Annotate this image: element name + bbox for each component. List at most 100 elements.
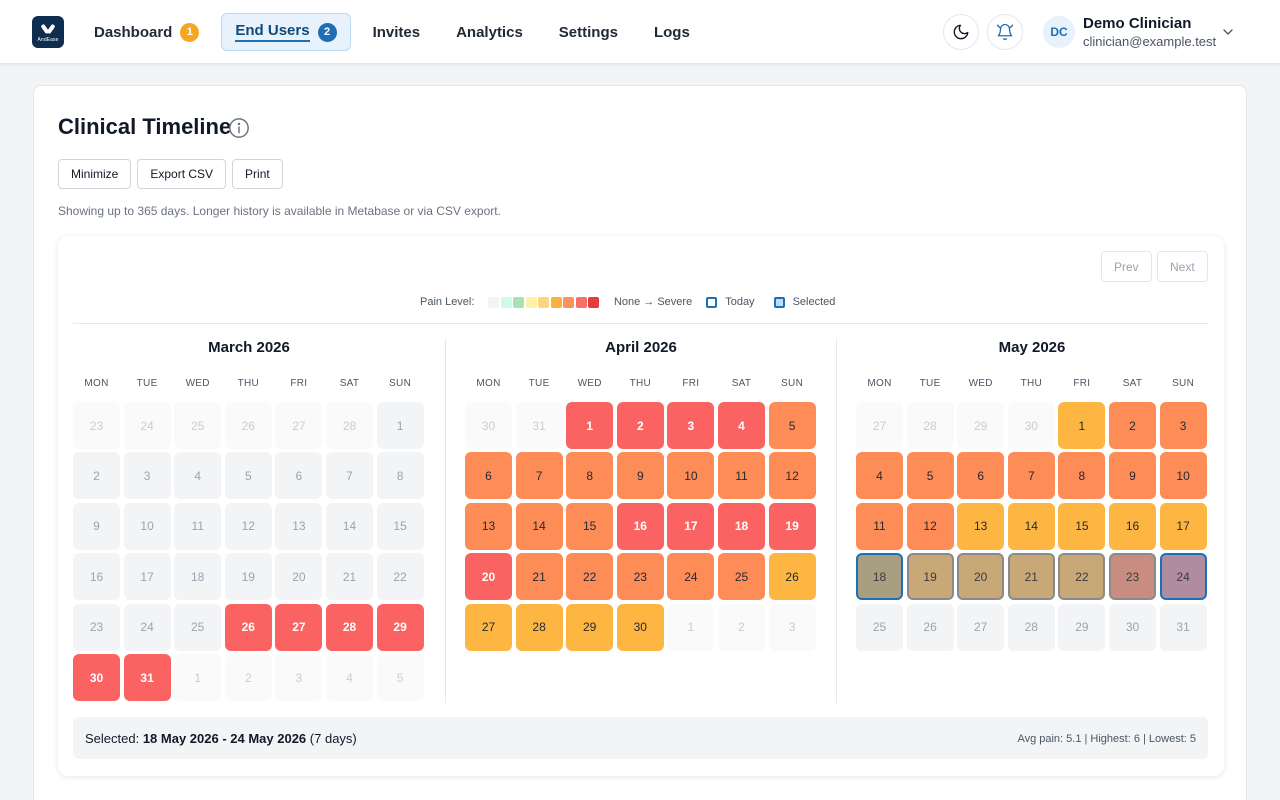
calendar-day[interactable]: 31: [123, 654, 171, 701]
calendar-day[interactable]: 9: [73, 502, 120, 550]
calendar-day[interactable]: 21: [326, 553, 373, 601]
nav-dashboard[interactable]: Dashboard 1: [80, 13, 213, 51]
calendar-day[interactable]: 30: [616, 603, 664, 651]
calendar-day-outside[interactable]: 2: [224, 654, 272, 701]
chevron-down-icon[interactable]: [1220, 24, 1236, 40]
calendar-day[interactable]: 20: [275, 553, 323, 601]
calendar-day-outside[interactable]: 30: [1007, 402, 1055, 449]
calendar-day[interactable]: 17: [123, 553, 171, 601]
nav-invites[interactable]: Invites: [359, 13, 435, 51]
calendar-day[interactable]: 18: [174, 553, 222, 601]
calendar-day[interactable]: 25: [174, 603, 222, 651]
calendar-day[interactable]: 26: [906, 603, 954, 651]
calendar-day[interactable]: 17: [667, 502, 715, 550]
calendar-day[interactable]: 1: [376, 402, 424, 449]
calendar-day[interactable]: 26: [224, 603, 272, 651]
calendar-day[interactable]: 30: [73, 654, 120, 701]
calendar-day[interactable]: 19: [906, 553, 954, 601]
calendar-day[interactable]: 13: [957, 502, 1005, 550]
calendar-day[interactable]: 28: [1007, 603, 1055, 651]
next-button[interactable]: Next: [1157, 251, 1208, 282]
calendar-day[interactable]: 11: [856, 502, 903, 550]
notifications-button[interactable]: [987, 14, 1023, 50]
calendar-day[interactable]: 7: [1007, 452, 1055, 500]
calendar-day[interactable]: 21: [515, 553, 563, 601]
calendar-day[interactable]: 15: [1058, 502, 1106, 550]
nav-settings[interactable]: Settings: [545, 13, 632, 51]
calendar-day[interactable]: 17: [1159, 502, 1207, 550]
calendar-day[interactable]: 15: [376, 502, 424, 550]
calendar-day[interactable]: 14: [515, 502, 563, 550]
calendar-day[interactable]: 6: [275, 452, 323, 500]
calendar-day[interactable]: 31: [1159, 603, 1207, 651]
calendar-day[interactable]: 5: [906, 452, 954, 500]
calendar-day[interactable]: 6: [465, 452, 512, 500]
minimize-button[interactable]: Minimize: [58, 159, 132, 189]
calendar-day[interactable]: 27: [957, 603, 1005, 651]
calendar-day[interactable]: 10: [1159, 452, 1207, 500]
calendar-day[interactable]: 22: [1058, 553, 1106, 601]
app-logo[interactable]: AndEase: [32, 16, 64, 48]
calendar-day[interactable]: 18: [718, 502, 765, 550]
calendar-day[interactable]: 19: [768, 502, 816, 550]
calendar-day[interactable]: 24: [667, 553, 715, 601]
calendar-day[interactable]: 27: [275, 603, 323, 651]
calendar-day[interactable]: 22: [566, 553, 614, 601]
calendar-day[interactable]: 4: [718, 402, 765, 449]
calendar-day[interactable]: 30: [1109, 603, 1156, 651]
calendar-day-outside[interactable]: 1: [174, 654, 222, 701]
calendar-day[interactable]: 23: [73, 603, 120, 651]
calendar-day-outside[interactable]: 27: [275, 402, 323, 449]
info-icon[interactable]: [228, 117, 250, 139]
prev-button[interactable]: Prev: [1101, 251, 1152, 282]
calendar-day-outside[interactable]: 3: [275, 654, 323, 701]
calendar-day[interactable]: 4: [856, 452, 903, 500]
calendar-day[interactable]: 25: [856, 603, 903, 651]
calendar-day[interactable]: 25: [718, 553, 765, 601]
theme-toggle-button[interactable]: [943, 14, 979, 50]
calendar-day[interactable]: 7: [326, 452, 373, 500]
calendar-day[interactable]: 16: [616, 502, 664, 550]
calendar-day[interactable]: 3: [123, 452, 171, 500]
calendar-day[interactable]: 3: [667, 402, 715, 449]
calendar-day[interactable]: 6: [957, 452, 1005, 500]
calendar-day[interactable]: 4: [174, 452, 222, 500]
calendar-day[interactable]: 1: [566, 402, 614, 449]
calendar-day[interactable]: 12: [768, 452, 816, 500]
calendar-day[interactable]: 28: [515, 603, 563, 651]
calendar-day-outside[interactable]: 29: [957, 402, 1005, 449]
calendar-day[interactable]: 29: [376, 603, 424, 651]
calendar-day[interactable]: 19: [224, 553, 272, 601]
calendar-day[interactable]: 8: [1058, 452, 1106, 500]
calendar-day[interactable]: 16: [73, 553, 120, 601]
calendar-day[interactable]: 5: [224, 452, 272, 500]
calendar-day[interactable]: 16: [1109, 502, 1156, 550]
calendar-day[interactable]: 23: [616, 553, 664, 601]
calendar-day-outside[interactable]: 3: [768, 603, 816, 651]
calendar-day-outside[interactable]: 28: [906, 402, 954, 449]
calendar-day[interactable]: 24: [1159, 553, 1207, 601]
calendar-day[interactable]: 13: [275, 502, 323, 550]
calendar-day[interactable]: 5: [768, 402, 816, 449]
calendar-day[interactable]: 11: [174, 502, 222, 550]
calendar-day[interactable]: 18: [856, 553, 903, 601]
calendar-day[interactable]: 8: [376, 452, 424, 500]
nav-logs[interactable]: Logs: [640, 13, 704, 51]
calendar-day[interactable]: 3: [1159, 402, 1207, 449]
calendar-day[interactable]: 22: [376, 553, 424, 601]
calendar-day[interactable]: 23: [1109, 553, 1156, 601]
calendar-day-outside[interactable]: 27: [856, 402, 903, 449]
calendar-day[interactable]: 10: [123, 502, 171, 550]
calendar-day-outside[interactable]: 4: [326, 654, 373, 701]
calendar-day[interactable]: 14: [326, 502, 373, 550]
calendar-day[interactable]: 9: [616, 452, 664, 500]
calendar-day-outside[interactable]: 25: [174, 402, 222, 449]
calendar-day-outside[interactable]: 1: [667, 603, 715, 651]
calendar-day-outside[interactable]: 28: [326, 402, 373, 449]
user-avatar[interactable]: DC: [1043, 16, 1075, 48]
calendar-day[interactable]: 20: [957, 553, 1005, 601]
nav-analytics[interactable]: Analytics: [442, 13, 537, 51]
calendar-day[interactable]: 15: [566, 502, 614, 550]
calendar-day[interactable]: 27: [465, 603, 512, 651]
calendar-day[interactable]: 20: [465, 553, 512, 601]
